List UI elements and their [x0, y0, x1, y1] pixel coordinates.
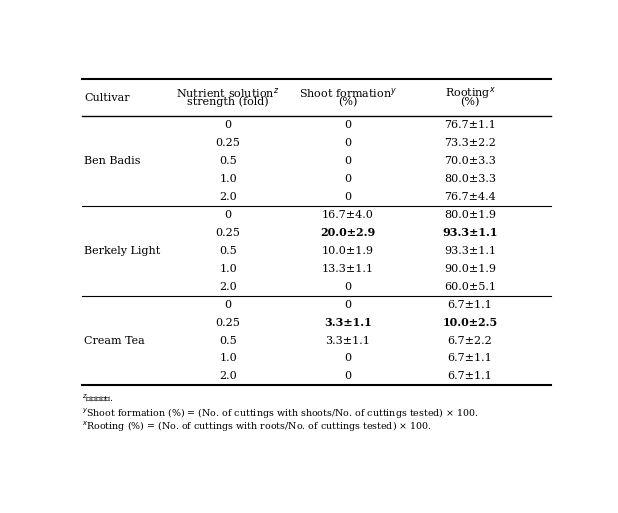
Text: 1.0: 1.0 [219, 173, 237, 184]
Text: 3.3±1.1: 3.3±1.1 [324, 317, 372, 328]
Text: 6.7±1.1: 6.7±1.1 [447, 300, 493, 309]
Text: 2.0: 2.0 [219, 282, 237, 291]
Text: 0.25: 0.25 [216, 137, 240, 148]
Text: 80.0±3.3: 80.0±3.3 [444, 173, 496, 184]
Text: 0: 0 [344, 371, 352, 382]
Text: strength (fold): strength (fold) [187, 97, 269, 107]
Text: Berkely Light: Berkely Light [85, 246, 161, 255]
Text: 0.5: 0.5 [219, 336, 237, 345]
Text: $^{z}$선시표준액.: $^{z}$선시표준액. [82, 392, 114, 404]
Text: $^{x}$Rooting (%) = (No. of cuttings with roots/No. of cuttings tested) × 100.: $^{x}$Rooting (%) = (No. of cuttings wit… [82, 419, 432, 432]
Text: 70.0±3.3: 70.0±3.3 [444, 155, 496, 166]
Text: Shoot formation$^{y}$: Shoot formation$^{y}$ [298, 86, 397, 100]
Text: 6.7±2.2: 6.7±2.2 [447, 336, 493, 345]
Text: Ben Badis: Ben Badis [85, 155, 141, 166]
Text: (%): (%) [460, 97, 480, 107]
Text: Cultivar: Cultivar [85, 92, 130, 103]
Text: 0.25: 0.25 [216, 228, 240, 238]
Text: 0.25: 0.25 [216, 318, 240, 327]
Text: 16.7±4.0: 16.7±4.0 [322, 210, 374, 220]
Text: 76.7±4.4: 76.7±4.4 [444, 192, 496, 202]
Text: 0: 0 [344, 173, 352, 184]
Text: 0.5: 0.5 [219, 246, 237, 255]
Text: 0: 0 [344, 282, 352, 291]
Text: 73.3±2.2: 73.3±2.2 [444, 137, 496, 148]
Text: 2.0: 2.0 [219, 371, 237, 382]
Text: (%): (%) [338, 97, 358, 107]
Text: 10.0±1.9: 10.0±1.9 [322, 246, 374, 255]
Text: 10.0±2.5: 10.0±2.5 [442, 317, 497, 328]
Text: 0.5: 0.5 [219, 155, 237, 166]
Text: 13.3±1.1: 13.3±1.1 [322, 264, 374, 273]
Text: 20.0±2.9: 20.0±2.9 [320, 227, 376, 238]
Text: 0: 0 [344, 353, 352, 364]
Text: 6.7±1.1: 6.7±1.1 [447, 371, 493, 382]
Text: 93.3±1.1: 93.3±1.1 [444, 246, 496, 255]
Text: Nutrient solution$^{z}$: Nutrient solution$^{z}$ [177, 86, 280, 100]
Text: 2.0: 2.0 [219, 192, 237, 202]
Text: 90.0±1.9: 90.0±1.9 [444, 264, 496, 273]
Text: 0: 0 [344, 300, 352, 309]
Text: 0: 0 [224, 300, 232, 309]
Text: 1.0: 1.0 [219, 264, 237, 273]
Text: $^{y}$Shoot formation (%) = (No. of cuttings with shoots/No. of cuttings tested): $^{y}$Shoot formation (%) = (No. of cutt… [82, 406, 479, 420]
Text: 0: 0 [344, 155, 352, 166]
Text: 6.7±1.1: 6.7±1.1 [447, 353, 493, 364]
Text: 0: 0 [344, 192, 352, 202]
Text: 0: 0 [224, 120, 232, 130]
Text: Cream Tea: Cream Tea [85, 336, 145, 345]
Text: 60.0±5.1: 60.0±5.1 [444, 282, 496, 291]
Text: 80.0±1.9: 80.0±1.9 [444, 210, 496, 220]
Text: 0: 0 [224, 210, 232, 220]
Text: 1.0: 1.0 [219, 353, 237, 364]
Text: 0: 0 [344, 120, 352, 130]
Text: 3.3±1.1: 3.3±1.1 [326, 336, 370, 345]
Text: 76.7±1.1: 76.7±1.1 [444, 120, 496, 130]
Text: 0: 0 [344, 137, 352, 148]
Text: Rooting$^{x}$: Rooting$^{x}$ [444, 85, 496, 101]
Text: 93.3±1.1: 93.3±1.1 [442, 227, 497, 238]
